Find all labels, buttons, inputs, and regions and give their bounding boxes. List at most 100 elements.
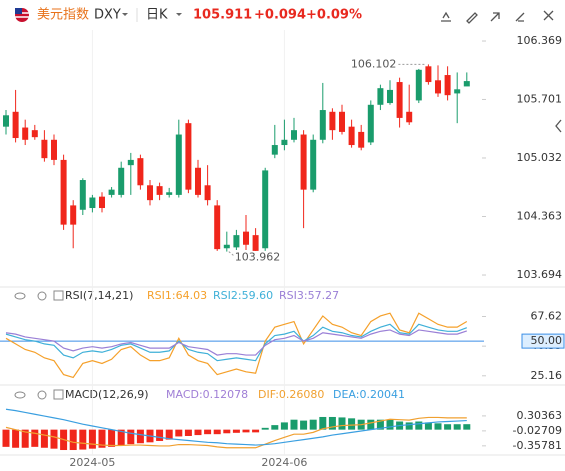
last-price: 105.911 (193, 8, 252, 23)
min-marker (228, 251, 236, 257)
macd-bar (127, 429, 135, 445)
y-tick-label: -0.35781 (513, 439, 562, 452)
candle-body (195, 167, 201, 195)
settings-icon[interactable] (37, 390, 47, 400)
tool-icon[interactable] (441, 11, 451, 22)
visibility-icon[interactable] (14, 292, 26, 300)
legend-entry: RSI3:57.27 (279, 289, 339, 302)
macd-bar (252, 429, 260, 433)
macd-bar (223, 429, 231, 434)
candle-body (243, 231, 249, 245)
candle-body (108, 189, 115, 195)
candle-body (204, 185, 211, 201)
macd-bar (88, 429, 96, 449)
macd-title: MACD(12,26,9) (65, 388, 149, 401)
candle-body (127, 159, 134, 166)
candle-body (233, 235, 240, 248)
candle-body (137, 158, 144, 186)
candle-body (387, 89, 393, 104)
instrument-name[interactable]: 美元指数 (37, 8, 89, 23)
settings-icon[interactable] (37, 291, 47, 301)
legend-entry: DEA:0.20041 (333, 388, 405, 401)
candle-body (348, 126, 355, 146)
candle-body (22, 127, 29, 140)
candle-body (358, 131, 365, 148)
candle-body (3, 115, 9, 127)
macd-bar (290, 419, 298, 430)
macd-bar (40, 429, 48, 448)
candle-body (89, 197, 96, 209)
dropdown-arrow[interactable] (122, 13, 128, 16)
y-tick-label: -0.02709 (513, 424, 562, 437)
candle-body (367, 104, 374, 143)
macd-bar (261, 427, 269, 430)
macd-bar (338, 417, 346, 430)
instrument-symbol[interactable]: DXY (94, 8, 121, 23)
min-label: 103.962 (235, 251, 280, 264)
edit-icon[interactable] (515, 12, 525, 22)
visibility-icon[interactable] (14, 391, 26, 399)
draw-icon[interactable] (466, 12, 478, 24)
price-change: +0.094 (254, 8, 306, 23)
macd-bar (405, 422, 413, 430)
macd-bar (31, 429, 39, 447)
y-tick-label: 103.694 (517, 268, 563, 281)
macd-bar (12, 429, 20, 448)
macd-bar (165, 429, 173, 440)
candle-body (147, 185, 153, 201)
candle-body (310, 139, 317, 190)
flag-icon (15, 8, 29, 22)
candle-body (214, 205, 221, 250)
macd-line (5, 416, 467, 449)
macd-bar (415, 421, 423, 430)
price-change-pct: +0.09% (306, 8, 362, 23)
macd-bar (232, 429, 240, 433)
macd-bar (213, 429, 221, 435)
macd-bar (463, 424, 471, 430)
candle-body (185, 123, 192, 190)
close-icon[interactable] (543, 10, 554, 21)
y-tick-label: 25.16 (531, 369, 563, 382)
candle-body (271, 145, 278, 155)
indicator-icon[interactable] (53, 290, 64, 301)
macd-bar (386, 419, 394, 430)
candle-body (329, 111, 336, 131)
macd-bar (309, 419, 317, 430)
candle-body (454, 89, 461, 94)
x-tick-label: 2024-06 (261, 456, 307, 469)
macd-bar (271, 425, 279, 430)
candle-body (444, 75, 451, 96)
legend-entry: RSI1:64.03 (147, 289, 207, 302)
period-selector[interactable]: 日K (146, 8, 168, 23)
indicator-icon[interactable] (53, 389, 64, 400)
collapse-icon[interactable] (555, 119, 562, 133)
candle-body (252, 235, 259, 251)
candle-body (406, 111, 413, 123)
candle-body (339, 111, 345, 132)
candle-body (435, 80, 441, 94)
macd-bar (69, 429, 77, 451)
macd-bar (300, 420, 308, 430)
candle-body (377, 88, 384, 105)
macd-bar (156, 429, 164, 441)
y-tick-label: 104.363 (517, 210, 563, 223)
rsi-line (5, 323, 468, 362)
macd-bar (319, 416, 327, 430)
y-tick-label: 105.032 (517, 151, 563, 164)
candle-body (175, 134, 182, 195)
macd-bar (348, 418, 356, 430)
rsi-line (5, 329, 467, 356)
candle-body (41, 139, 48, 159)
macd-line (5, 408, 467, 446)
macd-bar (376, 419, 384, 430)
candle-body (31, 130, 38, 138)
expand-icon[interactable] (490, 12, 500, 22)
x-tick-label: 2024-05 (69, 456, 115, 469)
macd-bar (328, 416, 336, 430)
dropdown-arrow[interactable] (176, 13, 182, 16)
y-tick-label: 105.701 (517, 92, 563, 105)
max-label: 106.102 (351, 57, 397, 70)
macd-bar (242, 429, 250, 433)
candle-body (166, 192, 173, 195)
